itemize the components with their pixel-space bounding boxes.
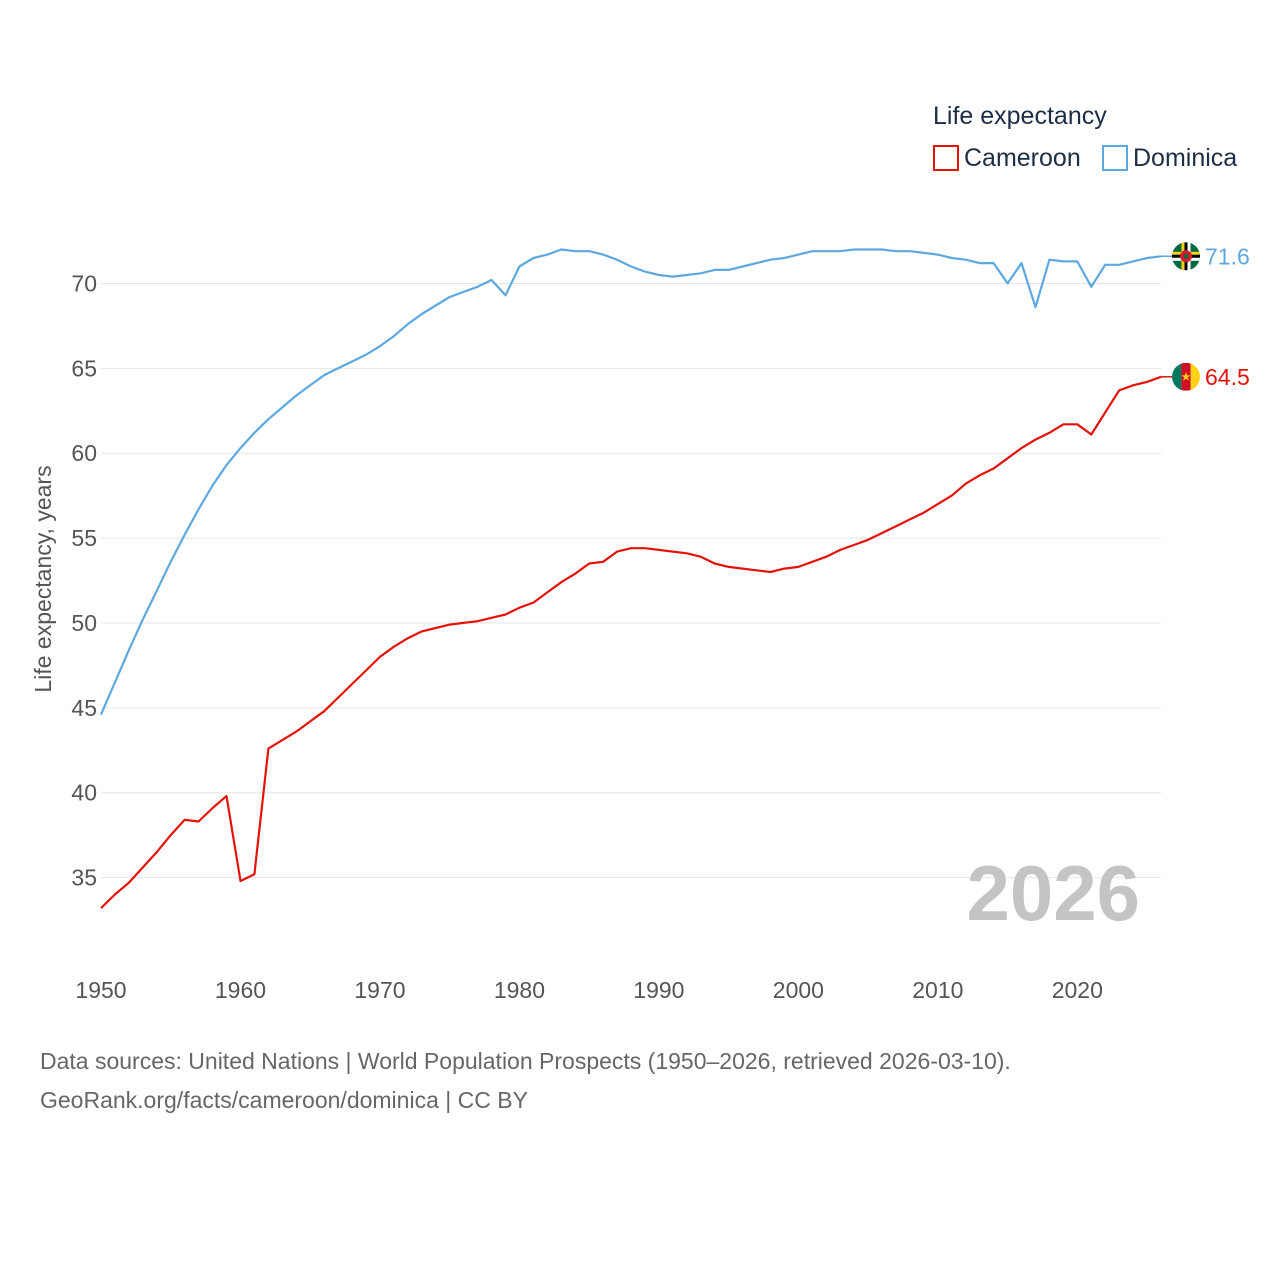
source-line: Data sources: United Nations | World Pop…	[40, 1048, 1011, 1074]
y-axis-title: Life expectancy, years	[30, 465, 56, 692]
x-tick-label-1950: 1950	[75, 977, 126, 1003]
legend-swatch-dominica	[1102, 145, 1128, 171]
x-tick-label-1990: 1990	[633, 977, 684, 1003]
series-line-cameroon	[100, 375, 1162, 909]
x-tick-label-2010: 2010	[912, 977, 963, 1003]
y-axis-ticks: 35 40 45 50 55 60 65 70	[71, 270, 97, 890]
line-chart: Life expectancy Cameroon Dominica 35 40 45…	[30, 102, 1250, 1003]
x-tick-label-2020: 2020	[1052, 977, 1103, 1003]
y-tick-label-45: 45	[71, 695, 97, 721]
y-tick-label-55: 55	[71, 525, 97, 551]
y-tick-label-35: 35	[71, 865, 97, 891]
legend-title: Life expectancy	[933, 102, 1107, 130]
legend-label-cameroon: Cameroon	[964, 144, 1081, 172]
dominica-flag-icon	[1172, 242, 1200, 271]
y-tick-label-70: 70	[71, 270, 97, 296]
gridlines	[101, 282, 1161, 879]
y-tick-label-60: 60	[71, 440, 97, 466]
x-axis-ticks: 1950 1960 1970 1980 1990 2000 2010 2020	[75, 977, 1102, 1003]
legend-item-dominica[interactable]: Dominica	[1102, 144, 1237, 172]
legend-item-cameroon[interactable]: Cameroon	[933, 144, 1081, 172]
series-lines	[99, 248, 1172, 909]
legend-label-dominica: Dominica	[1133, 144, 1237, 172]
cameroon-flag-icon	[1172, 362, 1200, 391]
series-line-dominica	[99, 248, 1162, 716]
data-sources-footer: Data sources: United Nations | World Pop…	[40, 1042, 1240, 1120]
x-tick-label-2000: 2000	[773, 977, 824, 1003]
y-tick-label-40: 40	[71, 780, 97, 806]
dominica-end-value: 71.6	[1205, 243, 1250, 269]
legend-swatch-cameroon	[933, 145, 959, 171]
cameroon-end-value: 64.5	[1205, 364, 1250, 390]
x-tick-label-1980: 1980	[494, 977, 545, 1003]
current-year-label: 2026	[966, 849, 1140, 937]
attribution-line[interactable]: GeoRank.org/facts/cameroon/dominica | CC…	[40, 1087, 528, 1113]
x-tick-label-1960: 1960	[215, 977, 266, 1003]
x-tick-label-1970: 1970	[354, 977, 405, 1003]
y-tick-label-65: 65	[71, 355, 97, 381]
y-tick-label-50: 50	[71, 610, 97, 636]
